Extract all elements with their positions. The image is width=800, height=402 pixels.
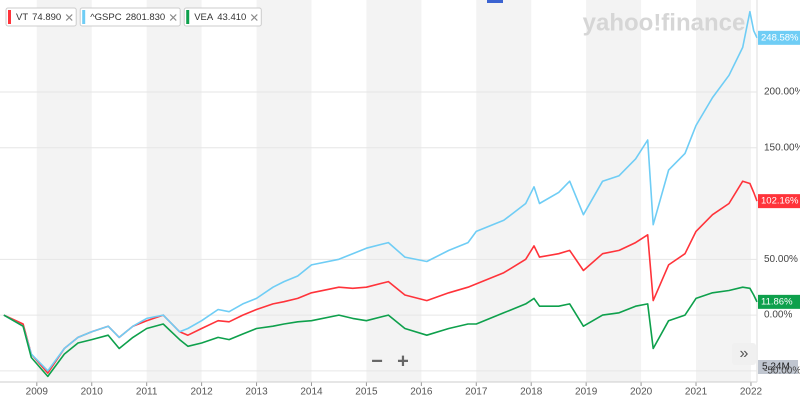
volume-tag (758, 360, 798, 374)
zoom-out[interactable]: − (371, 350, 383, 372)
x-tick-label: 2012 (190, 387, 213, 398)
legend-quote: 74.890 (32, 12, 61, 23)
value-label: 11.86% (761, 296, 793, 307)
legend-swatch (186, 10, 190, 24)
value-label: 102.16% (761, 196, 799, 207)
x-tick-label: 2019 (575, 387, 598, 398)
y-tick-label: 150.00% (764, 142, 800, 153)
legend-box[interactable] (5, 7, 77, 27)
year-band (586, 0, 642, 382)
year-band (36, 0, 92, 382)
series-line (3, 10, 758, 372)
x-tick-label: 2009 (26, 387, 49, 398)
legend-swatch (82, 10, 86, 24)
value-tag (758, 294, 800, 309)
legend-quote: 2801.830 (126, 12, 166, 23)
x-tick-label: 2013 (245, 387, 268, 398)
value-tag (758, 30, 800, 45)
brand-logo: yahoo!finance (583, 9, 746, 36)
series-line (3, 286, 758, 378)
value-tag (758, 194, 800, 209)
zoom-in-label[interactable]: + (397, 350, 409, 372)
scroll-button-label[interactable]: » (740, 345, 749, 362)
x-tick-label: 2011 (136, 387, 158, 398)
legend-box[interactable] (183, 7, 262, 27)
legend-quote: 43.410 (217, 12, 246, 23)
year-band (696, 0, 751, 382)
x-tick-label: 2022 (740, 387, 763, 398)
legend-item[interactable]: VEA 43.410 (183, 7, 262, 27)
year-band (256, 0, 312, 382)
scroll-button[interactable] (732, 343, 756, 365)
y-tick-label: -50.00% (764, 365, 800, 376)
legend-name: VEA (194, 12, 214, 23)
year-band (476, 0, 532, 382)
year-band (366, 0, 422, 382)
legend-box[interactable] (79, 7, 181, 27)
y-tick-label: 50.00% (764, 254, 798, 265)
x-tick-label: 2016 (410, 387, 433, 398)
volume-label: 5.24M (762, 362, 790, 373)
zoom-out-label[interactable]: − (371, 350, 383, 372)
legend-item[interactable]: VT 74.890 (5, 7, 77, 27)
value-label: 248.58% (761, 32, 799, 43)
y-tick-label: 200.00% (764, 87, 800, 98)
x-tick-label: 2018 (520, 387, 543, 398)
x-tick-label: 2021 (685, 387, 708, 398)
x-tick-label: 2014 (300, 387, 323, 398)
tab-indicator (487, 0, 503, 3)
x-tick-label: 2020 (630, 387, 653, 398)
legend-name: ^GSPC (90, 12, 122, 23)
legend-item[interactable]: ^GSPC 2801.830 (79, 7, 181, 27)
legend-close[interactable] (169, 14, 177, 21)
x-tick-label: 2010 (81, 387, 104, 398)
zoom-in[interactable]: + (397, 350, 409, 372)
x-tick-label: 2015 (355, 387, 378, 398)
legend-close[interactable] (250, 14, 258, 21)
legend-name: VT (16, 12, 28, 23)
legend-close[interactable] (65, 14, 73, 21)
x-tick-label: 2017 (465, 387, 488, 398)
y-tick-label: 0.00% (764, 310, 792, 321)
legend-swatch (8, 10, 11, 24)
